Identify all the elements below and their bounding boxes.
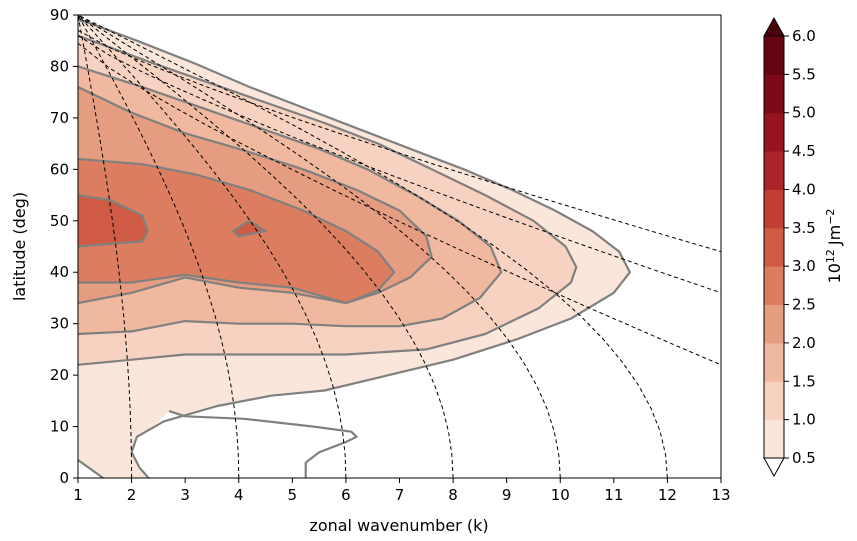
y-tick-label: 20 xyxy=(50,366,69,384)
contour-line-0.5 xyxy=(78,459,105,478)
contour-line-3 xyxy=(232,219,267,238)
y-axis-label: latitude (deg) xyxy=(10,192,29,301)
colorbar-tick-label: 0.5 xyxy=(792,449,816,467)
x-axis: 1 2 3 4 5 6 7 8 9 10 11 12 13 xyxy=(73,478,731,504)
colorbar-label-unit-exp: −2 xyxy=(824,209,837,225)
x-tick-label: 1 xyxy=(73,486,83,504)
colorbar-frame xyxy=(763,35,785,459)
y-tick-label: 70 xyxy=(50,109,69,127)
x-tick-label: 6 xyxy=(341,486,351,504)
colorbar-band xyxy=(764,342,784,382)
colorbar-label-base: 10 xyxy=(825,263,844,283)
colorbar-band xyxy=(764,36,784,75)
x-tick-label: 9 xyxy=(502,486,512,504)
colorbar-label-exp: 12 xyxy=(824,249,837,263)
dashed-lines xyxy=(78,15,721,478)
dashed-curve-k12 xyxy=(78,15,668,478)
colorbar-tick-label: 2.0 xyxy=(792,334,816,352)
y-tick-label: 0 xyxy=(59,469,69,487)
colorbar-tick-label: 2.5 xyxy=(792,296,816,314)
colorbar xyxy=(763,16,785,478)
contour-fills xyxy=(78,15,721,478)
colorbar-band xyxy=(764,227,784,267)
colorbar-band xyxy=(764,419,784,459)
x-tick-label: 8 xyxy=(448,486,458,504)
contour-line-1 xyxy=(78,34,578,366)
y-tick-label: 10 xyxy=(50,418,69,436)
colorbar-label-unit: Jm xyxy=(825,225,844,246)
colorbar-tick-label: 1.0 xyxy=(792,411,816,429)
colorbar-band xyxy=(764,74,784,114)
x-tick-label: 4 xyxy=(234,486,244,504)
colorbar-band xyxy=(764,151,784,190)
colorbar-tick-label: 6.0 xyxy=(792,27,816,45)
dashed-curve-k10 xyxy=(78,15,561,478)
colorbar-tick-label: 5.0 xyxy=(792,104,816,122)
x-tick-label: 11 xyxy=(604,486,623,504)
colorbar-extend-bottom xyxy=(763,457,785,478)
x-tick-label: 5 xyxy=(288,486,298,504)
x-tick-label: 7 xyxy=(395,486,405,504)
colorbar-band xyxy=(764,266,784,306)
x-tick-label: 13 xyxy=(711,486,730,504)
y-axis: 0 10 20 30 40 50 60 70 80 90 xyxy=(50,6,78,487)
x-axis-label: zonal wavenumber (k) xyxy=(309,516,488,535)
colorbar-label: 1012 Jm−2 xyxy=(824,209,844,284)
colorbar-ticks: 0.5 1.0 1.5 2.0 2.5 3.0 3.5 4.0 4.5 5.0 5.5 6.0 xyxy=(784,27,816,467)
y-tick-label: 30 xyxy=(50,315,69,333)
contour-line-3 xyxy=(78,194,149,248)
x-tick-label: 10 xyxy=(551,486,570,504)
dashed-curve-k8 xyxy=(78,15,454,478)
colorbar-tick-label: 4.0 xyxy=(792,180,816,198)
dashed-slope-2 xyxy=(78,29,721,253)
colorbar-band xyxy=(764,304,784,344)
dashed-slope-1 xyxy=(78,35,721,294)
fill-band-3.0-3.5 xyxy=(78,195,148,247)
y-tick-label: 50 xyxy=(50,212,69,230)
colorbar-band xyxy=(764,189,784,229)
dashed-slope-0 xyxy=(78,42,721,366)
y-tick-label: 80 xyxy=(50,57,69,75)
y-tick-label: 90 xyxy=(50,6,69,24)
colorbar-band xyxy=(764,381,784,421)
colorbar-tick-label: 3.5 xyxy=(792,219,816,237)
contour-line-0.5 xyxy=(168,410,358,478)
fill-low-region xyxy=(147,411,357,478)
colorbar-tick-label: 4.5 xyxy=(792,142,816,160)
contour-line-1.5 xyxy=(78,65,503,336)
colorbar-extend-top xyxy=(763,16,785,37)
x-tick-label: 2 xyxy=(127,486,137,504)
colorbar-band xyxy=(764,112,784,152)
x-tick-label: 3 xyxy=(180,486,190,504)
colorbar-tick-label: 5.5 xyxy=(792,65,816,83)
dashed-curve-k2 xyxy=(78,15,133,478)
dashed-curve-k4 xyxy=(78,15,240,478)
colorbar-tick-label: 3.0 xyxy=(792,257,816,275)
y-tick-label: 40 xyxy=(50,263,69,281)
x-tick-label: 12 xyxy=(658,486,677,504)
colorbar-tick-label: 1.5 xyxy=(792,372,816,390)
contour-line-2 xyxy=(78,86,433,305)
y-tick-label: 60 xyxy=(50,160,69,178)
